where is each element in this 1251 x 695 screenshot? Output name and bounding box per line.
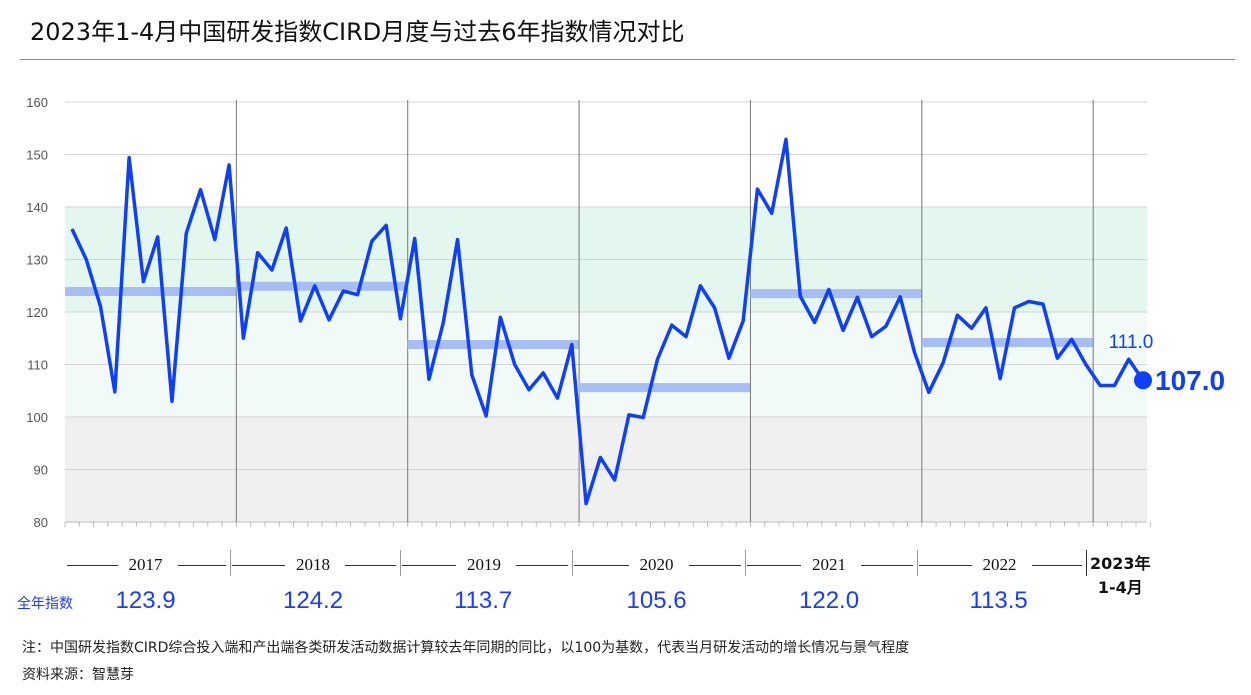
year-bracket-line — [1031, 565, 1082, 566]
footnote: 注：中国研发指数CIRD综合投入端和产出端各类研发活动数据计算较去年同期的同比，… — [22, 640, 910, 656]
year-separator — [230, 550, 231, 576]
year-label-2021: 2021 — [812, 555, 846, 574]
year-bracket-line — [345, 565, 396, 566]
year-separator — [917, 550, 918, 576]
year-label-2020: 2020 — [639, 555, 674, 574]
latest-value-label: 107.0 — [1155, 365, 1225, 396]
annual-index-value: 113.5 — [969, 587, 1028, 614]
y-tick-label: 100 — [26, 410, 48, 425]
year-bracket-line — [861, 565, 913, 566]
year-label-2022: 2022 — [982, 555, 1017, 574]
year-2023-line1: 2023年 — [1090, 554, 1151, 573]
annual-index-value: 113.7 — [454, 587, 513, 614]
y-tick-label: 130 — [26, 253, 48, 268]
annual-index-value: 124.2 — [283, 587, 344, 614]
year-bracket-line — [747, 565, 801, 566]
cird-monthly-line — [70, 137, 1145, 506]
year-bracket-line — [402, 565, 456, 566]
latest-point-marker — [1134, 371, 1152, 390]
year-bracket-line — [67, 565, 118, 566]
y-tick-label: 140 — [26, 200, 48, 215]
year-label-2017: 2017 — [128, 555, 163, 574]
year-separator — [572, 550, 573, 576]
annual-index-value: 122.0 — [799, 587, 860, 614]
source-note: 资料来源：智慧芽 — [22, 667, 134, 683]
y-tick-label: 150 — [26, 148, 48, 163]
year-label-2023: 2023年 1-4月 — [1090, 552, 1151, 600]
y-tick-label: 160 — [26, 95, 48, 110]
peak-value-label: 111.0 — [1109, 332, 1154, 353]
y-tick-label: 80 — [34, 515, 48, 530]
annual-index-label: 全年指数 — [17, 596, 73, 612]
y-tick-label: 120 — [26, 305, 48, 320]
annual-index-value: 123.9 — [115, 587, 176, 614]
chart-title: 2023年1-4月中国研发指数CIRD月度与过去6年指数情况对比 — [30, 18, 685, 46]
year-separator — [745, 550, 746, 576]
year-bracket-line — [232, 565, 285, 566]
y-tick-label: 90 — [34, 463, 48, 478]
title-divider — [20, 59, 1235, 60]
year-bracket-line — [688, 565, 741, 566]
y-tick-label: 110 — [27, 358, 48, 373]
annual-index-value: 105.6 — [626, 587, 687, 614]
year-bracket-line — [177, 565, 226, 566]
year-2023-line2: 1-4月 — [1097, 578, 1143, 597]
year-bracket-line — [919, 565, 972, 566]
year-bracket-line — [516, 565, 568, 566]
year-label-2019: 2019 — [467, 555, 501, 574]
year-separator — [400, 550, 401, 576]
year-bracket-line — [574, 565, 629, 566]
year-label-2018: 2018 — [296, 555, 330, 574]
year-separator — [1086, 550, 1087, 576]
